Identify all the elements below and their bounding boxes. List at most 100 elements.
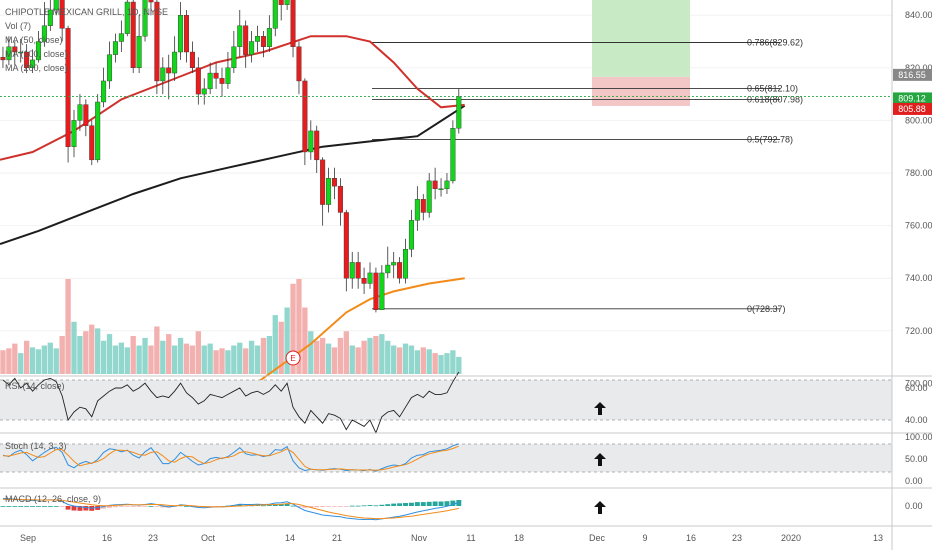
profit-zone[interactable] [592,0,690,77]
candle [373,267,379,313]
volume-bar [59,336,65,374]
candlesticks [0,0,462,313]
macd-histogram-bar [391,503,397,506]
candle [450,120,456,184]
ma-50-line [0,35,465,161]
stoch-pane[interactable] [0,443,892,473]
candle-body [101,80,107,103]
position-tool[interactable] [592,0,690,106]
fib-level-label: 0.786(829.62) [747,37,803,47]
candle [101,67,107,108]
macd-histogram-bar [284,503,290,506]
candle [166,54,172,100]
macd-histogram-bar [456,500,462,506]
candle-body [107,54,113,82]
candle-body [326,178,332,205]
rsi-pane[interactable] [0,371,892,434]
candle-body [444,180,450,189]
volume-bar [355,347,361,374]
macd-histogram-bar [24,506,30,507]
macd-histogram-bar [107,506,112,508]
macd-histogram-bar [12,506,18,507]
macd-histogram-bar [444,501,450,506]
macd-histogram-bar [237,504,243,506]
macd-histogram-bar [367,505,373,506]
main-legend: CHIPOTLE MEXICAN GRILL, 1D, NYSE Vol (7)… [5,7,168,73]
time-tick-label: 2020 [781,533,801,543]
candle [77,94,83,131]
arrow-up-icon [594,501,606,514]
fib-level-label: 0.618(807.98) [747,94,803,104]
candle [237,9,243,58]
macd-histogram-bar [373,505,379,507]
time-tick-label: 11 [466,533,475,543]
time-axis[interactable]: Sep 16 23 Oct 14 21 Nov 11 18 Dec 9 16 23 2020 13 [20,533,883,543]
candle [65,25,71,163]
macd-histogram-bar [320,506,326,507]
fibonacci-retracement[interactable]: 1(857.18)0.786(829.62)0.65(812.10)0.618(… [372,0,803,314]
macd-histogram-bar [408,502,414,506]
volume-bar [100,340,107,374]
time-tick-label: 23 [148,533,158,543]
stoch-k-line [2,443,459,472]
macd-histogram-bar [278,504,284,506]
candle-body [314,130,320,161]
price-tag-box [893,68,932,81]
candle-body [6,46,12,61]
macd-histogram-bar [314,506,320,508]
volume-bar [420,347,426,374]
rsi-line [2,371,460,434]
volume-bar [183,343,190,374]
volume-bar [65,279,71,374]
volume-bar [438,355,444,374]
candle [420,194,426,221]
rsi-path [2,371,460,434]
macd-histogram-bar [136,506,142,507]
symbol-title: CHIPOTLE MEXICAN GRILL, 1D, NYSE [5,7,168,17]
macd-histogram-bar [18,506,24,507]
candle [178,2,184,60]
time-tick-label: Dec [589,533,606,543]
volume-bar [23,340,30,374]
volume-bar [154,326,160,374]
volume-bars [0,279,462,374]
candle [47,0,53,31]
candle [124,0,130,37]
price-tick-label: 700.00 [905,378,932,388]
price-tag-label: 816.55 [898,70,926,80]
volume-bar [171,345,178,374]
time-tick-label: Sep [20,533,36,543]
price-axis[interactable]: 700.00 720.00 740.00 760.00 780.00 800.00 820.… [905,0,932,388]
volume-bar [331,347,338,374]
macd-histogram-bar [414,502,420,506]
macd-histogram-bar [83,506,89,511]
candle-body [249,41,255,55]
volume-bar [343,331,349,374]
macd-histogram-bar [47,506,53,507]
candle-body [397,262,403,279]
earnings-marker[interactable]: E [285,350,301,366]
candle-body [290,0,296,47]
macd-histogram-bar [30,506,36,507]
candle [379,265,385,310]
candle [290,0,296,58]
macd-histogram-bar [355,505,361,507]
stop-zone[interactable] [592,76,690,106]
candle [142,0,148,42]
macd-pane[interactable] [0,498,462,521]
earnings-label: E [290,354,295,363]
macd-histogram-bar [302,506,308,508]
volume-bar [0,350,6,374]
candle-body [18,51,24,54]
candle [349,251,355,289]
macd-histogram-bar [343,506,349,507]
earnings-badge[interactable] [285,350,301,366]
candle [71,109,77,158]
volume-bar [325,343,332,374]
main-pane[interactable]: 1(857.18)0.786(829.62)0.65(812.10)0.618(… [0,0,892,411]
volume-bar [124,347,130,374]
macd-histogram-bar [308,506,314,508]
candle-body [456,96,462,129]
